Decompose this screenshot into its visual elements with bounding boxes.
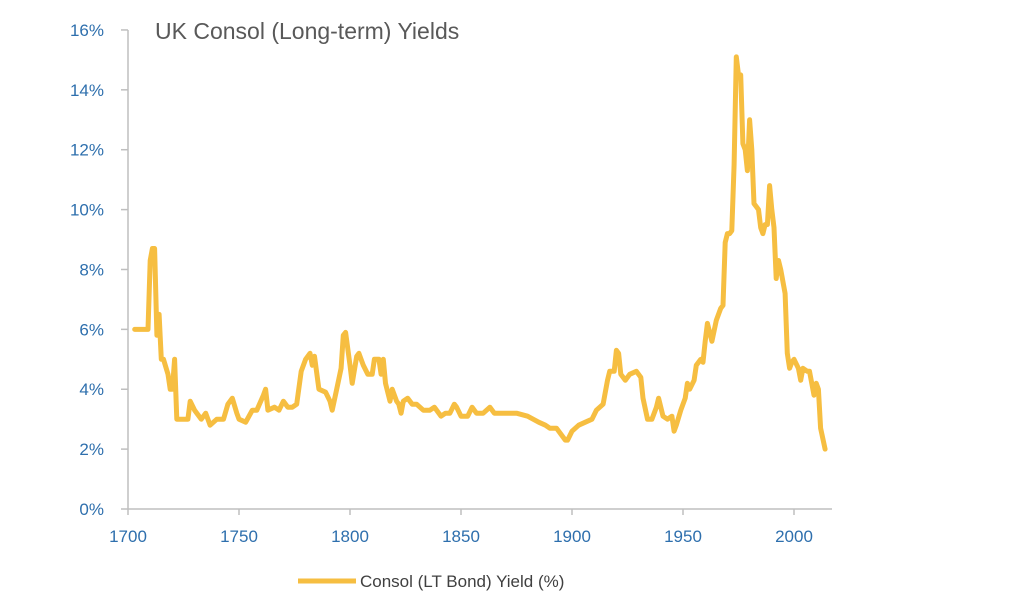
y-tick-label: 4% [79,380,104,399]
y-tick-label: 8% [79,260,104,279]
x-tick-label: 1900 [553,527,591,546]
series-line-consol-yield [132,54,828,452]
legend-label: Consol (LT Bond) Yield (%) [360,572,564,591]
x-tick-label: 1700 [109,527,147,546]
y-tick-label: 12% [70,141,104,160]
y-tick-label: 14% [70,81,104,100]
x-tick-label: 1750 [220,527,258,546]
x-tick-label: 2000 [775,527,813,546]
y-tick-label: 0% [79,500,104,519]
y-tick-label: 16% [70,21,104,40]
x-tick-label: 1950 [664,527,702,546]
y-tick-label: 10% [70,201,104,220]
y-tick-label: 2% [79,440,104,459]
x-tick-label: 1850 [442,527,480,546]
x-tick-label: 1800 [331,527,369,546]
legend: Consol (LT Bond) Yield (%) [298,572,564,591]
y-tick-label: 6% [79,320,104,339]
chart-title: UK Consol (Long-term) Yields [155,18,459,44]
